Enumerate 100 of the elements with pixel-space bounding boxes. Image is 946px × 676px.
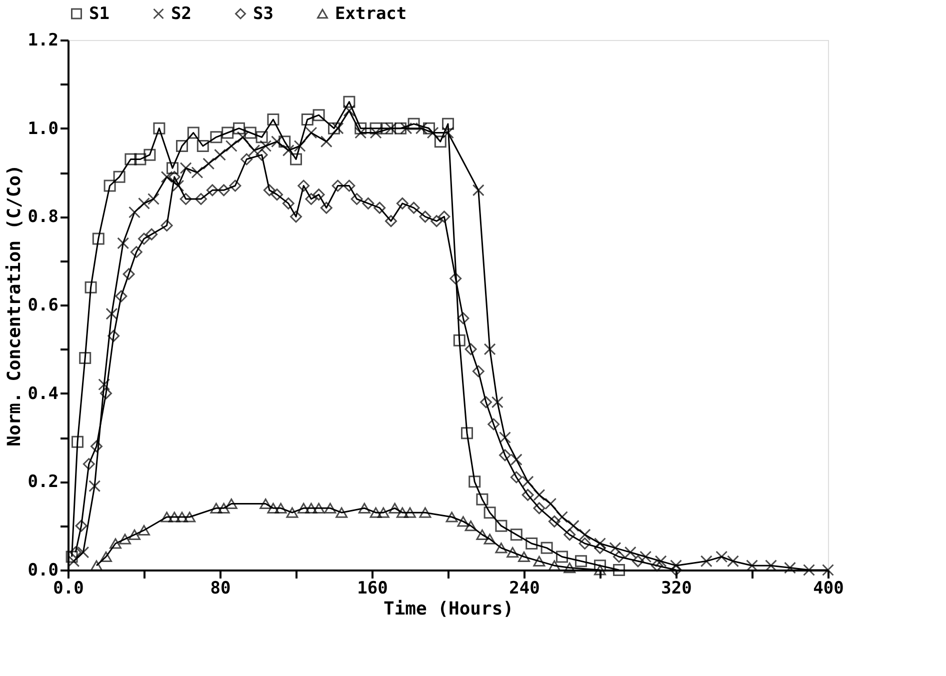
point bbox=[108, 330, 120, 342]
point bbox=[461, 427, 473, 440]
point bbox=[613, 550, 625, 563]
point bbox=[305, 193, 318, 205]
point bbox=[267, 114, 280, 126]
point bbox=[84, 281, 97, 294]
point bbox=[564, 562, 576, 574]
point bbox=[79, 352, 92, 364]
legend-label: Extract bbox=[335, 4, 407, 24]
point bbox=[117, 237, 130, 250]
point bbox=[294, 140, 306, 152]
point bbox=[518, 551, 530, 562]
point bbox=[394, 122, 406, 134]
point bbox=[260, 140, 272, 152]
point bbox=[210, 131, 222, 144]
y-tick-label: 0.0 bbox=[28, 560, 58, 580]
point bbox=[408, 118, 420, 130]
point bbox=[248, 144, 260, 156]
legend-label: S1 bbox=[89, 4, 110, 24]
point bbox=[274, 502, 287, 514]
point bbox=[138, 524, 150, 536]
x-tick-label: 240 bbox=[509, 578, 540, 598]
point bbox=[434, 136, 446, 148]
point bbox=[100, 387, 112, 400]
point bbox=[225, 498, 238, 510]
point bbox=[438, 210, 450, 223]
point bbox=[90, 440, 102, 452]
point bbox=[70, 546, 82, 558]
point bbox=[168, 170, 180, 183]
point bbox=[396, 197, 408, 210]
point bbox=[784, 562, 796, 574]
point bbox=[400, 122, 412, 134]
point bbox=[124, 153, 137, 166]
point bbox=[218, 184, 230, 196]
point bbox=[575, 555, 587, 568]
point bbox=[130, 246, 142, 258]
point bbox=[286, 507, 298, 518]
point bbox=[184, 512, 196, 522]
point bbox=[128, 529, 140, 540]
point bbox=[491, 396, 504, 408]
legend-label: S2 bbox=[171, 4, 192, 24]
point bbox=[419, 210, 432, 223]
point bbox=[388, 502, 401, 514]
point bbox=[484, 506, 496, 519]
x-tick-label: 0.0 bbox=[53, 578, 84, 598]
point bbox=[408, 202, 420, 214]
x-axis-title: Time (Hours) bbox=[383, 598, 514, 620]
point bbox=[256, 131, 268, 144]
point bbox=[66, 550, 78, 563]
point bbox=[632, 555, 644, 568]
point bbox=[122, 268, 135, 280]
point bbox=[654, 555, 667, 568]
point bbox=[298, 502, 310, 514]
y-tick-label: 0.8 bbox=[28, 207, 58, 228]
point bbox=[312, 502, 325, 514]
point bbox=[624, 546, 636, 558]
point bbox=[82, 458, 95, 470]
point bbox=[290, 153, 302, 166]
point bbox=[506, 547, 519, 558]
point bbox=[533, 488, 546, 501]
point bbox=[305, 502, 318, 514]
point bbox=[640, 550, 652, 563]
point bbox=[176, 512, 188, 522]
point bbox=[146, 228, 158, 240]
point bbox=[244, 126, 256, 139]
legend-label: S3 bbox=[253, 4, 274, 24]
point bbox=[377, 507, 390, 518]
point bbox=[396, 507, 408, 518]
point bbox=[484, 343, 496, 356]
point bbox=[510, 528, 522, 541]
point bbox=[332, 180, 344, 192]
point bbox=[166, 162, 178, 174]
point bbox=[180, 162, 192, 174]
point bbox=[594, 542, 606, 554]
point bbox=[144, 148, 156, 161]
point bbox=[343, 96, 356, 108]
point bbox=[324, 502, 336, 514]
point bbox=[480, 396, 492, 408]
point bbox=[160, 170, 173, 183]
point bbox=[385, 215, 397, 228]
point bbox=[106, 308, 118, 320]
point bbox=[320, 202, 332, 214]
point bbox=[210, 502, 222, 514]
point bbox=[354, 126, 367, 139]
point bbox=[370, 122, 382, 134]
point bbox=[92, 232, 104, 245]
point bbox=[240, 153, 253, 166]
point bbox=[271, 188, 283, 201]
x-tick-label: 160 bbox=[357, 578, 388, 598]
point bbox=[350, 193, 363, 205]
point bbox=[727, 555, 739, 568]
point bbox=[556, 550, 568, 563]
point bbox=[206, 184, 218, 196]
point bbox=[594, 564, 606, 576]
point bbox=[613, 564, 625, 576]
point bbox=[533, 502, 546, 514]
point bbox=[594, 560, 606, 572]
point bbox=[464, 520, 477, 532]
point bbox=[522, 488, 534, 501]
point bbox=[567, 520, 580, 532]
